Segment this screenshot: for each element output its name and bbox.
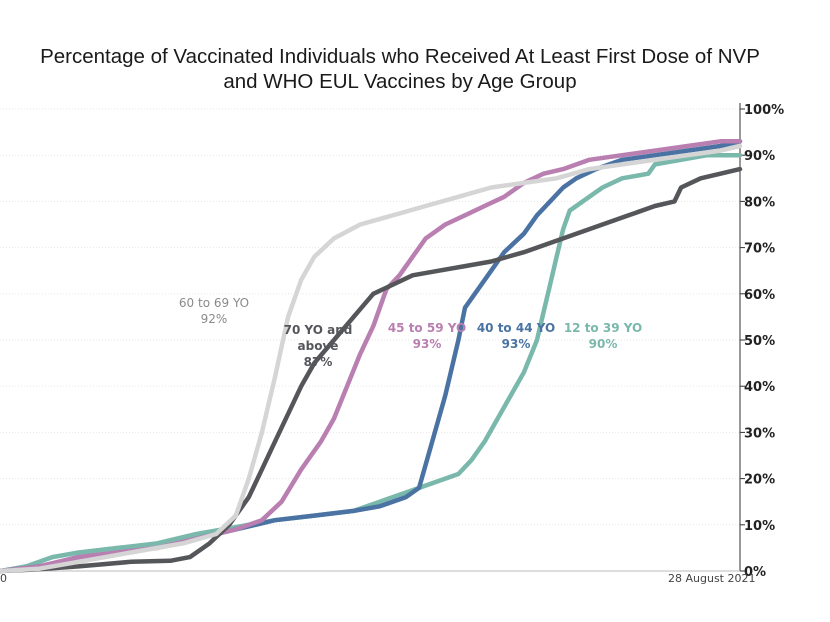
y-tick-label: 100% (744, 103, 784, 118)
y-tick-label: 60% (744, 288, 775, 303)
chart-title: Percentage of Vaccinated Individuals who… (0, 44, 800, 94)
y-axis: 0% 10% 20% 30% 40% 50% 60% 70% 80% 90% 100% (0, 103, 784, 580)
y-tick-label: 70% (744, 242, 775, 257)
series-label-s40: 93% (502, 337, 531, 351)
gridlines (0, 108, 740, 526)
series-label-s70: above (298, 339, 339, 353)
y-tick-label: 0% (744, 565, 766, 580)
series-line-s60 (0, 143, 743, 574)
series-label-s60: 60 to 69 YO (179, 296, 249, 310)
y-tick-label: 90% (744, 149, 775, 164)
series-labels: 70 YO and above 87% 60 to 69 YO 92% 45 to 59 … (179, 296, 642, 369)
series-line-s70 (0, 166, 743, 574)
series-line-s40 (0, 139, 743, 574)
series-label-s60: 92% (201, 312, 228, 326)
y-tick-label: 20% (744, 473, 775, 488)
series-label-s12: 12 to 39 YO (564, 321, 642, 335)
series-label-s70: 70 YO and (284, 323, 353, 337)
y-tick-label: 40% (744, 380, 775, 395)
y-tick-label: 10% (744, 519, 775, 534)
series-line-s12 (0, 152, 743, 574)
x-end-label: 28 August 2021 (668, 572, 755, 585)
y-tick-label: 80% (744, 195, 775, 210)
chart-title-line-1: Percentage of Vaccinated Individuals who… (40, 45, 760, 68)
series-label-s70: 87% (304, 355, 333, 369)
y-tick-label: 30% (744, 426, 775, 441)
y-tick-label: 50% (744, 334, 775, 349)
series-label-s12: 90% (589, 337, 618, 351)
series-lines (0, 139, 743, 574)
series-label-s40: 40 to 44 YO (477, 321, 555, 335)
chart-title-line-2: and WHO EUL Vaccines by Age Group (223, 70, 577, 93)
series-label-s45: 45 to 59 YO (388, 321, 466, 335)
series-label-s45: 93% (413, 337, 442, 351)
x-start-label: 0 (0, 572, 7, 585)
